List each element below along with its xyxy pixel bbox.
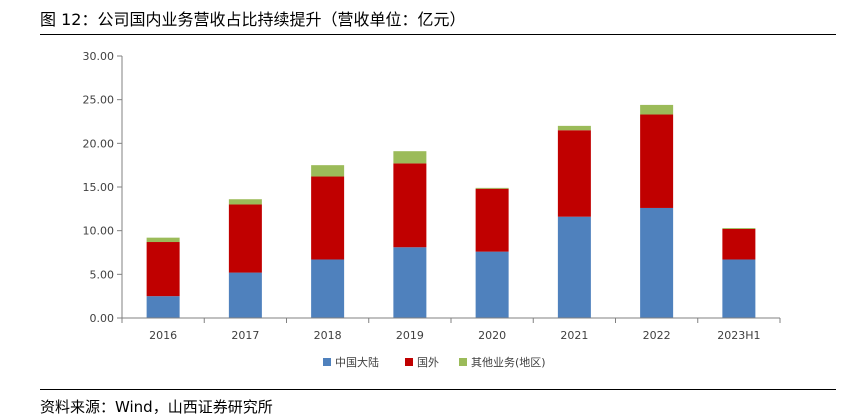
bar-segment-other (228, 199, 262, 205)
bar-segment-overseas (228, 204, 262, 273)
x-axis: 2016 2017 2018 2019 2020 2021 2022 2023H1 (121, 317, 781, 342)
bar-segment-other (640, 104, 674, 115)
bar-segment-domestic (557, 216, 591, 318)
bar-segment-domestic (722, 259, 756, 318)
bar-segment-other (475, 187, 509, 189)
bar-segment-overseas (393, 163, 427, 248)
bar-segment-domestic (640, 207, 674, 318)
y-tick-label: 10.00 (83, 225, 115, 238)
legend-label: 中国大陆 (335, 355, 379, 369)
legend-label: 国外 (417, 356, 439, 369)
figure-title: 图 12：公司国内业务营收占比持续提升（营收单位：亿元） (40, 10, 466, 29)
y-tick-label: 20.00 (83, 137, 115, 150)
y-tick-label: 15.00 (83, 181, 115, 194)
bar-segment-overseas (722, 228, 756, 260)
y-tick-label: 0.00 (90, 312, 115, 325)
y-axis: 0.00 5.00 10.00 15.00 20.00 25.00 30.00 (83, 50, 123, 325)
bar-segment-domestic (311, 259, 345, 318)
bar-segment-overseas (557, 130, 591, 217)
x-tick-label: 2017 (231, 329, 259, 342)
x-tick-label: 2019 (396, 329, 424, 342)
y-tick-label: 30.00 (83, 50, 115, 63)
bar-segment-domestic (393, 247, 427, 318)
legend-swatch (323, 358, 331, 366)
y-tick-label: 25.00 (83, 94, 115, 107)
bar-segment-other (146, 237, 180, 243)
bar-segment-domestic (146, 296, 180, 318)
x-tick-label: 2018 (314, 329, 342, 342)
bar-segment-overseas (146, 242, 180, 297)
legend-swatch (405, 358, 413, 366)
x-tick-label: 2020 (478, 329, 506, 342)
bar-segment-domestic (228, 272, 262, 318)
source-note: 资料来源：Wind，山西证券研究所 (40, 398, 273, 416)
x-tick-label: 2023H1 (717, 329, 760, 342)
bar-segment-domestic (475, 251, 509, 318)
bar-segment-other (311, 165, 345, 177)
x-tick-label: 2021 (560, 329, 588, 342)
x-tick-label: 2016 (149, 329, 177, 342)
x-tick-label: 2022 (643, 329, 671, 342)
bar-segment-overseas (640, 114, 674, 208)
legend-swatch (459, 358, 467, 366)
bar-segment-overseas (311, 176, 345, 260)
bar-segment-overseas (475, 188, 509, 252)
bars (146, 104, 756, 318)
bottom-rule (40, 389, 836, 390)
y-tick-label: 5.00 (90, 268, 115, 281)
top-rule (40, 34, 836, 35)
legend: 中国大陆 国外 其他业务(地区) (323, 355, 546, 369)
legend-label: 其他业务(地区) (471, 356, 546, 369)
bar-segment-other (557, 125, 591, 131)
bar-segment-other (722, 228, 756, 229)
bar-segment-other (393, 151, 427, 164)
